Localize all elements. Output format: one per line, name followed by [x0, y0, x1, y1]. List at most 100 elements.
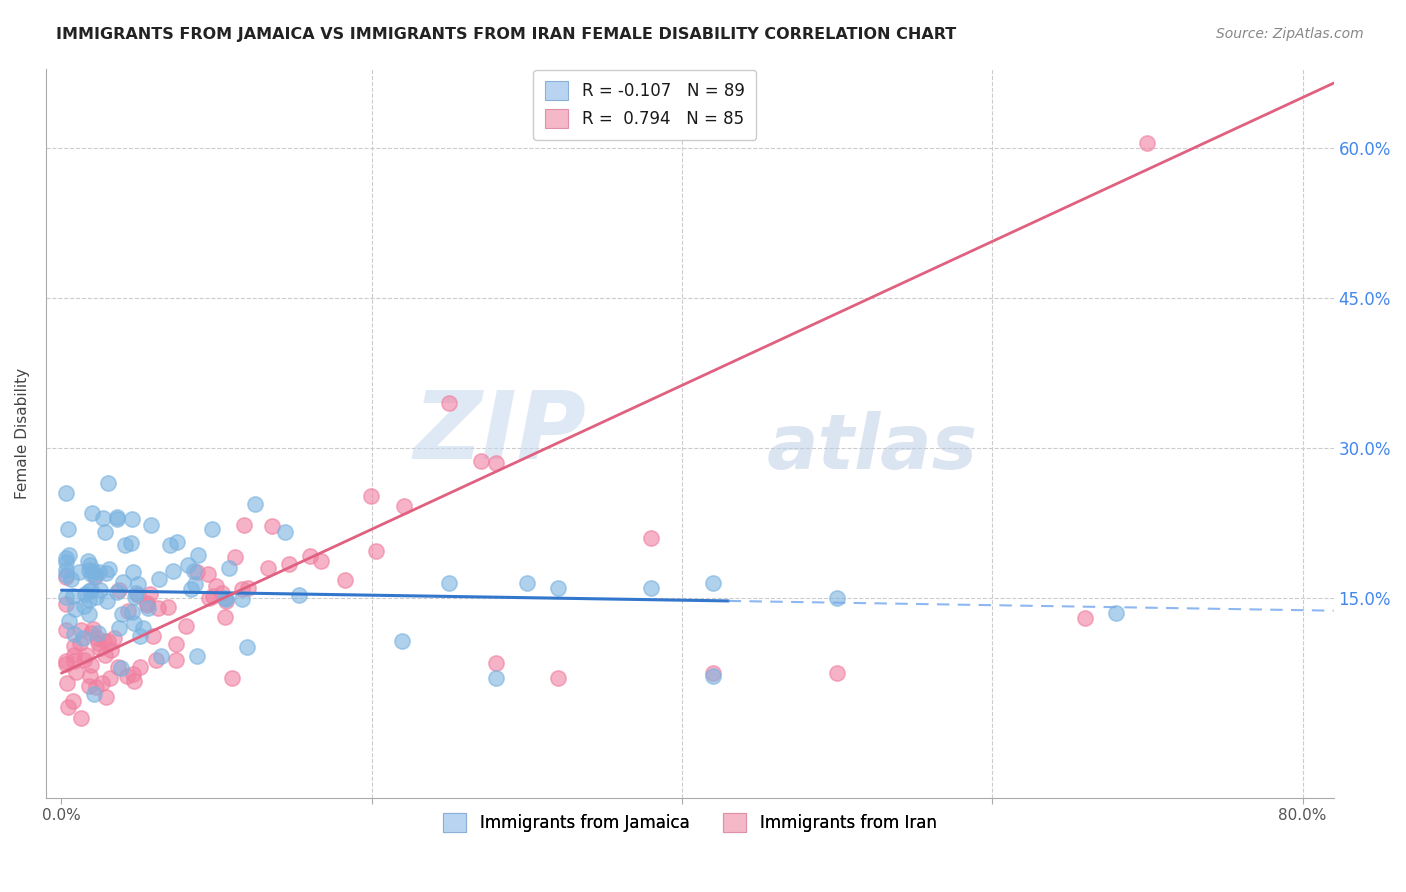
Point — [127, 576, 149, 591]
Point — [121, 512, 143, 526]
Point — [485, 656, 508, 670]
Point — [1136, 136, 1159, 151]
Point — [58, 549, 80, 563]
Point — [107, 583, 129, 598]
Point — [148, 572, 170, 586]
Point — [107, 621, 129, 635]
Point — [67, 565, 90, 579]
Point — [100, 642, 122, 657]
Point — [73, 653, 96, 667]
Point — [135, 598, 157, 612]
Point — [55, 590, 77, 604]
Point — [120, 535, 142, 549]
Point — [79, 563, 101, 577]
Point — [184, 577, 207, 591]
Point — [516, 576, 538, 591]
Point — [183, 564, 205, 578]
Point — [231, 591, 253, 606]
Point — [75, 587, 97, 601]
Point — [110, 660, 132, 674]
Point — [214, 609, 236, 624]
Point — [162, 565, 184, 579]
Point — [702, 666, 724, 681]
Point — [231, 582, 253, 596]
Legend: Immigrants from Jamaica, Immigrants from Iran: Immigrants from Jamaica, Immigrants from… — [434, 805, 945, 841]
Point — [201, 522, 224, 536]
Text: IMMIGRANTS FROM JAMAICA VS IMMIGRANTS FROM IRAN FEMALE DISABILITY CORRELATION CH: IMMIGRANTS FROM JAMAICA VS IMMIGRANTS FR… — [56, 27, 956, 42]
Point — [83, 687, 105, 701]
Point — [59, 572, 82, 586]
Point — [702, 576, 724, 591]
Text: atlas: atlas — [768, 411, 979, 485]
Point — [103, 631, 125, 645]
Point — [1105, 606, 1128, 620]
Point — [180, 582, 202, 597]
Point — [86, 636, 108, 650]
Point — [55, 555, 77, 569]
Point — [114, 538, 136, 552]
Point — [107, 660, 129, 674]
Point — [547, 581, 569, 595]
Point — [56, 676, 79, 690]
Point — [128, 660, 150, 674]
Point — [97, 561, 120, 575]
Point — [80, 625, 103, 640]
Point — [80, 506, 103, 520]
Point — [55, 598, 77, 612]
Point — [136, 596, 159, 610]
Point — [125, 585, 148, 599]
Point — [62, 654, 84, 668]
Point — [215, 591, 238, 606]
Point — [156, 599, 179, 614]
Point — [55, 550, 77, 565]
Point — [77, 679, 100, 693]
Point — [257, 561, 280, 575]
Point — [82, 623, 104, 637]
Point — [55, 568, 77, 582]
Point — [69, 623, 91, 637]
Point — [124, 590, 146, 604]
Point — [55, 624, 77, 638]
Point — [77, 584, 100, 599]
Point — [93, 633, 115, 648]
Point — [146, 601, 169, 615]
Point — [80, 567, 103, 582]
Point — [211, 586, 233, 600]
Point — [224, 550, 246, 565]
Point — [98, 671, 121, 685]
Point — [439, 396, 461, 410]
Point — [94, 566, 117, 580]
Point — [166, 534, 188, 549]
Point — [75, 648, 97, 663]
Point — [77, 554, 100, 568]
Point — [56, 700, 79, 714]
Point — [65, 602, 87, 616]
Point — [89, 640, 111, 655]
Point — [218, 560, 240, 574]
Point — [245, 497, 267, 511]
Text: Source: ZipAtlas.com: Source: ZipAtlas.com — [1216, 27, 1364, 41]
Point — [485, 456, 508, 470]
Point — [55, 563, 77, 577]
Point — [186, 648, 208, 663]
Point — [56, 522, 79, 536]
Point — [360, 489, 382, 503]
Point — [640, 531, 662, 545]
Point — [62, 589, 84, 603]
Point — [93, 510, 115, 524]
Point — [215, 594, 238, 608]
Point — [309, 554, 332, 568]
Point — [70, 711, 93, 725]
Point — [278, 558, 301, 572]
Point — [392, 499, 415, 513]
Point — [177, 558, 200, 573]
Point — [159, 538, 181, 552]
Y-axis label: Female Disability: Female Disability — [15, 368, 30, 499]
Point — [485, 671, 508, 685]
Point — [111, 574, 134, 589]
Point — [80, 583, 103, 598]
Point — [299, 549, 322, 563]
Point — [201, 589, 224, 603]
Point — [141, 518, 163, 533]
Point — [288, 588, 311, 602]
